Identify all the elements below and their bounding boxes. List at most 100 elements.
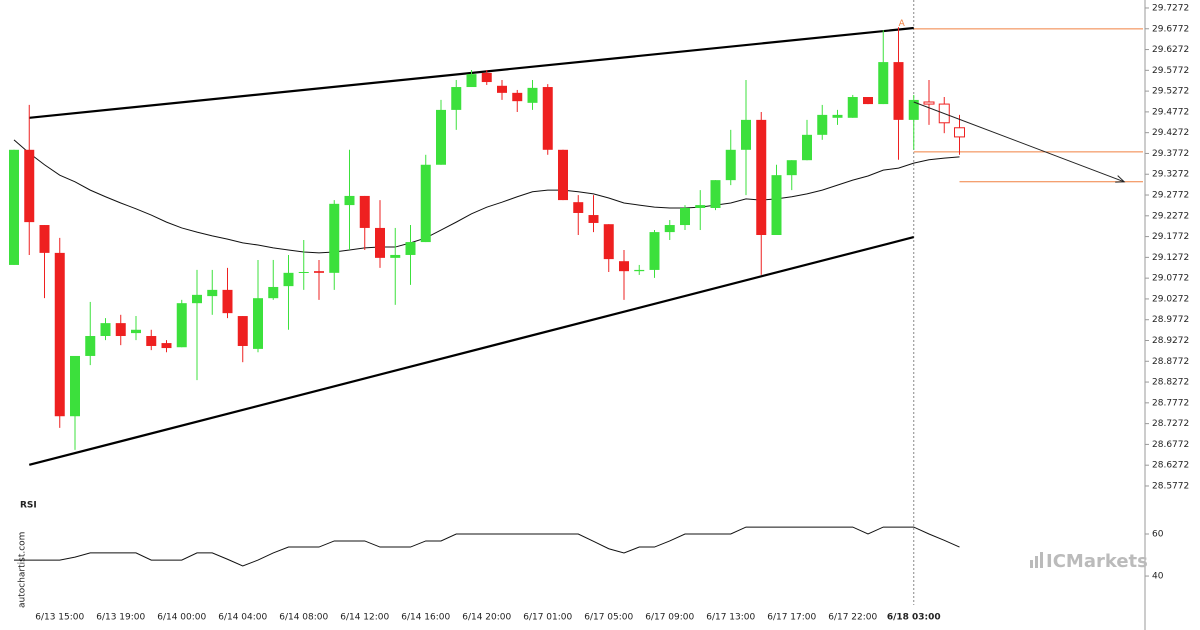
candle-body (512, 92, 523, 102)
y-tick-label: 29.2272 (1152, 211, 1189, 221)
candle-body (771, 175, 782, 236)
rsi-line (14, 526, 960, 567)
candle-body (24, 149, 35, 223)
candle-body (923, 101, 935, 105)
candle-body (54, 252, 65, 417)
candle-body (420, 164, 431, 243)
candle-body (786, 160, 797, 176)
candle-body (253, 298, 263, 349)
candle-body (131, 329, 141, 334)
candle-body (85, 336, 96, 356)
x-tick-label: 6/14 16:00 (401, 613, 450, 623)
candle-body (573, 202, 584, 213)
y-tick-label: 28.8772 (1152, 357, 1189, 367)
y-tick-label: 28.5772 (1152, 481, 1189, 491)
candle-body (847, 97, 858, 118)
logo-text: ICMarkets (1046, 551, 1148, 572)
candle-body (741, 119, 751, 150)
y-tick-label: 28.9772 (1152, 315, 1189, 325)
candle-body (375, 227, 385, 258)
annotation: A (899, 19, 906, 29)
arrow-head (1115, 175, 1126, 183)
candle-body (222, 289, 233, 314)
x-tick-label: 6/17 01:00 (523, 613, 572, 623)
candle-body (664, 225, 675, 233)
candle-body (207, 289, 218, 297)
candle-body (649, 232, 660, 270)
watermark: autochartist.com (18, 532, 28, 608)
candle-body (268, 286, 279, 299)
y-tick-label: 29.0272 (1152, 294, 1189, 304)
y-tick-label: 29.3272 (1152, 170, 1189, 180)
candle-body (70, 355, 80, 417)
x-tick-label: 6/17 17:00 (767, 613, 816, 623)
candle-body (329, 203, 340, 273)
candle-body (115, 323, 126, 337)
moving-average (13, 139, 960, 254)
candle-body (832, 114, 843, 118)
candle-body (893, 62, 904, 120)
candle-body (680, 207, 690, 226)
rsi-y-tick-label: 40 (1152, 572, 1164, 582)
candle-body (9, 149, 19, 265)
y-tick-label: 29.1272 (1152, 253, 1189, 263)
y-tick-label: 29.4772 (1152, 107, 1189, 117)
y-tick-label: 29.6272 (1152, 45, 1189, 55)
y-tick-label: 29.5272 (1152, 87, 1189, 97)
candle-body (405, 242, 416, 255)
candle-body (756, 119, 767, 236)
x-tick-label: 6/14 00:00 (157, 613, 206, 623)
y-tick-label: 28.7272 (1152, 419, 1189, 429)
rsi-label: RSI (20, 501, 37, 511)
x-tick-label: 6/13 19:00 (96, 613, 145, 623)
candle-body (176, 303, 187, 348)
candle-body (161, 343, 172, 349)
candle-body (802, 134, 812, 161)
candle-body (283, 272, 294, 287)
x-tick-label: 6/17 05:00 (584, 613, 633, 623)
x-tick-label: 6/14 04:00 (218, 613, 267, 623)
y-tick-label: 29.6772 (1152, 24, 1189, 34)
candle-body (542, 87, 553, 150)
candle-body (481, 72, 492, 83)
candle-body (100, 323, 111, 337)
y-tick-label: 29.2772 (1152, 191, 1189, 201)
candle-body (603, 224, 614, 260)
y-tick-label: 29.7272 (1152, 3, 1189, 13)
candle-body (359, 195, 370, 228)
candle-body (192, 294, 202, 304)
y-tick-label: 29.1772 (1152, 232, 1189, 242)
candle-body (863, 97, 873, 105)
x-tick-label: 6/14 12:00 (340, 613, 389, 623)
candle-body (497, 85, 507, 93)
logo-icon (1030, 552, 1043, 568)
x-tick-label: 6/17 13:00 (706, 613, 755, 623)
candle-body (39, 225, 50, 253)
y-tick-label: 29.3772 (1152, 149, 1189, 159)
candle-body (466, 74, 477, 88)
candle-body (436, 109, 446, 165)
candle-body (146, 336, 157, 346)
rsi-y-tick-label: 60 (1152, 530, 1164, 540)
candle-body (954, 127, 965, 138)
candle-body (710, 180, 721, 208)
candle-body (634, 269, 645, 272)
candle-body (344, 195, 355, 206)
candle-body (908, 99, 919, 120)
y-tick-label: 28.7772 (1152, 398, 1189, 408)
x-tick-label: 6/14 20:00 (462, 613, 511, 623)
y-tick-label: 29.5772 (1152, 66, 1189, 76)
x-tick-label: 6/14 08:00 (279, 613, 328, 623)
forecast-arrow (913, 101, 1125, 183)
candle-body (695, 205, 706, 208)
candle-body (588, 215, 599, 223)
candle-body (451, 87, 462, 110)
y-tick-label: 29.0772 (1152, 274, 1189, 284)
candle-body (298, 271, 309, 273)
candle-body (725, 149, 736, 181)
candle-body (878, 62, 889, 105)
y-tick-label: 28.9272 (1152, 336, 1189, 346)
candle-body (527, 87, 538, 103)
candle-body (237, 316, 248, 346)
